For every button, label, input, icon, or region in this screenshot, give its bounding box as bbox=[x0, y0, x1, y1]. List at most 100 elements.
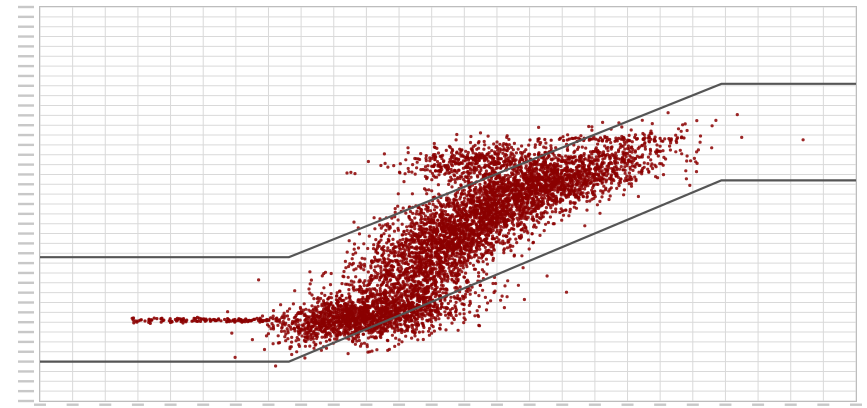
data-point bbox=[390, 324, 394, 328]
data-point bbox=[532, 223, 537, 227]
data-point bbox=[434, 221, 438, 225]
data-point bbox=[521, 192, 525, 196]
data-point bbox=[391, 222, 395, 226]
data-point bbox=[447, 182, 451, 186]
data-point bbox=[376, 330, 380, 334]
x-tick-label bbox=[817, 403, 830, 406]
data-point bbox=[560, 209, 564, 213]
data-point bbox=[503, 199, 507, 203]
data-point bbox=[562, 183, 566, 188]
data-point bbox=[427, 188, 431, 192]
data-point bbox=[349, 279, 353, 283]
data-point bbox=[532, 185, 536, 189]
data-point bbox=[585, 199, 589, 203]
data-point bbox=[684, 169, 688, 173]
data-point bbox=[477, 324, 482, 328]
data-point bbox=[487, 218, 491, 222]
data-point bbox=[429, 209, 433, 213]
data-point bbox=[428, 233, 432, 237]
data-point bbox=[530, 232, 534, 236]
data-point bbox=[465, 194, 469, 198]
data-point bbox=[688, 183, 692, 187]
data-point bbox=[496, 186, 500, 190]
data-point bbox=[428, 306, 432, 310]
data-point bbox=[615, 186, 619, 190]
data-point bbox=[401, 233, 405, 237]
y-axis-ticks bbox=[18, 5, 34, 403]
data-point bbox=[500, 217, 504, 221]
data-point bbox=[592, 178, 596, 182]
data-point bbox=[324, 339, 328, 343]
data-point bbox=[427, 220, 431, 224]
data-point bbox=[636, 194, 641, 199]
data-point bbox=[307, 287, 311, 291]
data-point bbox=[367, 234, 371, 238]
data-point bbox=[312, 346, 316, 350]
data-point bbox=[453, 178, 457, 182]
data-point bbox=[506, 173, 510, 177]
y-tick-label bbox=[18, 25, 34, 28]
data-point bbox=[628, 167, 632, 171]
data-point bbox=[590, 128, 594, 132]
data-point bbox=[378, 223, 382, 227]
data-point bbox=[371, 315, 375, 319]
y-tick-label bbox=[18, 252, 34, 255]
data-point bbox=[522, 222, 526, 227]
data-point bbox=[308, 344, 312, 348]
x-tick-label bbox=[327, 403, 340, 406]
x-tick-label bbox=[458, 403, 471, 406]
data-point bbox=[501, 151, 505, 155]
data-point bbox=[493, 289, 497, 293]
data-point bbox=[499, 228, 503, 232]
data-point bbox=[580, 145, 584, 149]
data-point bbox=[622, 193, 626, 197]
data-point bbox=[484, 257, 488, 261]
data-point bbox=[554, 207, 558, 211]
data-point bbox=[329, 292, 333, 296]
data-point bbox=[491, 212, 495, 216]
data-point bbox=[403, 252, 407, 256]
y-tick-label bbox=[18, 133, 34, 137]
data-point bbox=[538, 168, 542, 172]
data-point bbox=[464, 205, 468, 209]
data-point bbox=[427, 202, 431, 206]
data-point bbox=[375, 289, 379, 293]
data-point bbox=[640, 169, 644, 173]
data-point bbox=[545, 211, 549, 215]
data-point bbox=[535, 215, 539, 219]
data-point bbox=[710, 124, 714, 128]
data-point bbox=[317, 299, 321, 303]
data-point bbox=[455, 214, 459, 218]
data-point bbox=[698, 140, 702, 144]
data-point bbox=[695, 161, 699, 165]
data-point bbox=[323, 293, 327, 297]
data-point bbox=[335, 294, 339, 298]
data-point bbox=[375, 276, 379, 280]
data-point bbox=[618, 179, 622, 183]
y-tick-label bbox=[18, 153, 34, 156]
data-point bbox=[352, 280, 356, 284]
data-point bbox=[601, 120, 605, 124]
data-point bbox=[390, 295, 394, 300]
data-point bbox=[698, 134, 703, 138]
data-point bbox=[556, 164, 560, 168]
data-point bbox=[537, 172, 541, 176]
data-point bbox=[350, 283, 354, 287]
data-point bbox=[415, 317, 419, 321]
data-point bbox=[614, 151, 618, 155]
data-point bbox=[359, 266, 363, 270]
data-point bbox=[407, 214, 411, 219]
data-point bbox=[410, 318, 414, 322]
data-point bbox=[389, 320, 393, 324]
data-point bbox=[376, 313, 380, 317]
data-point bbox=[483, 226, 487, 230]
data-point bbox=[401, 206, 405, 210]
data-point bbox=[514, 191, 518, 195]
data-point bbox=[518, 185, 522, 189]
data-point bbox=[512, 212, 517, 216]
data-point bbox=[462, 321, 466, 325]
data-point bbox=[348, 283, 352, 287]
data-point bbox=[649, 158, 653, 162]
data-point bbox=[680, 152, 684, 156]
